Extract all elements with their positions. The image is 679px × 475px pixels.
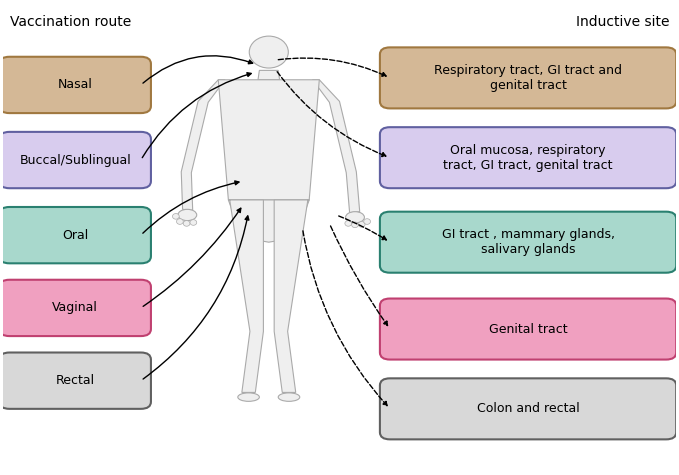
FancyBboxPatch shape [0,207,151,263]
Ellipse shape [172,214,179,219]
Text: Vaginal: Vaginal [52,302,98,314]
Text: Vaccination route: Vaccination route [10,15,131,28]
Ellipse shape [249,36,289,68]
FancyBboxPatch shape [0,352,151,409]
Polygon shape [228,200,263,392]
Ellipse shape [183,220,190,226]
Polygon shape [258,70,280,80]
Polygon shape [218,80,319,200]
FancyBboxPatch shape [380,127,676,188]
Ellipse shape [345,220,352,226]
FancyBboxPatch shape [380,212,676,273]
Text: Nasal: Nasal [58,78,92,91]
Ellipse shape [178,209,197,220]
Ellipse shape [359,221,365,227]
Ellipse shape [346,212,365,223]
Text: Colon and rectal: Colon and rectal [477,402,579,415]
FancyBboxPatch shape [380,378,676,439]
Text: GI tract , mammary glands,
salivary glands: GI tract , mammary glands, salivary glan… [441,228,614,256]
Ellipse shape [352,222,359,228]
Ellipse shape [364,218,371,224]
FancyBboxPatch shape [380,298,676,360]
Ellipse shape [177,218,183,224]
Polygon shape [274,200,309,392]
FancyBboxPatch shape [380,48,676,108]
Polygon shape [181,80,225,210]
FancyBboxPatch shape [0,57,151,113]
Ellipse shape [238,393,259,401]
Text: Respiratory tract, GI tract and
genital tract: Respiratory tract, GI tract and genital … [434,64,622,92]
Text: Genital tract: Genital tract [489,323,568,335]
Ellipse shape [278,393,299,401]
Text: Buccal/Sublingual: Buccal/Sublingual [19,153,131,167]
Text: Inductive site: Inductive site [576,15,669,28]
FancyBboxPatch shape [0,280,151,336]
Polygon shape [228,200,309,242]
Text: Rectal: Rectal [56,374,95,387]
FancyBboxPatch shape [0,132,151,188]
Polygon shape [312,80,360,213]
Text: Oral: Oral [62,228,88,242]
Ellipse shape [190,219,197,225]
Text: Oral mucosa, respiratory
tract, GI tract, genital tract: Oral mucosa, respiratory tract, GI tract… [443,144,613,171]
